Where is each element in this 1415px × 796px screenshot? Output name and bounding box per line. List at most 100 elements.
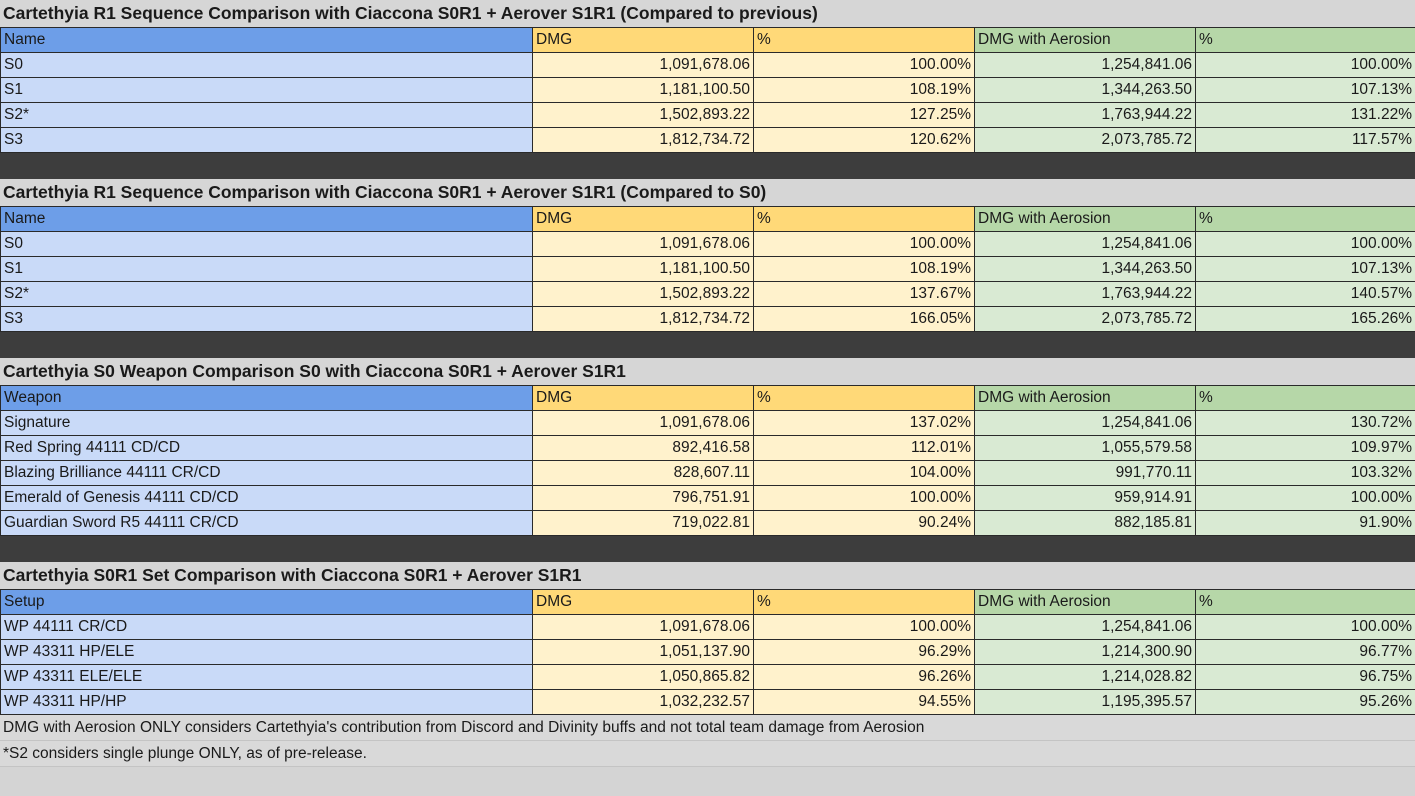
header-cell-pct-aerosion[interactable]: %	[1195, 589, 1415, 615]
table-title[interactable]: Cartethyia S0 Weapon Comparison S0 with …	[0, 358, 1415, 385]
cell-pct[interactable]: 96.26%	[753, 664, 975, 690]
cell-pct[interactable]: 108.19%	[753, 256, 975, 282]
cell-pct[interactable]: 137.67%	[753, 281, 975, 307]
empty-cell[interactable]	[1195, 152, 1415, 179]
cell-name[interactable]: S2*	[0, 102, 533, 128]
table-title[interactable]: Cartethyia S0R1 Set Comparison with Ciac…	[0, 562, 1415, 589]
empty-cell[interactable]	[1195, 535, 1415, 562]
header-cell-dmg-aerosion[interactable]: DMG with Aerosion	[974, 385, 1196, 411]
header-cell-dmg-aerosion[interactable]: DMG with Aerosion	[974, 589, 1196, 615]
cell-pct[interactable]: 90.24%	[753, 510, 975, 536]
cell-pct-aerosion[interactable]: 96.77%	[1195, 639, 1415, 665]
cell-dmg-aerosion[interactable]: 1,344,263.50	[974, 256, 1196, 282]
empty-cell[interactable]	[532, 535, 754, 562]
empty-cell[interactable]	[974, 331, 1196, 358]
cell-pct[interactable]: 104.00%	[753, 460, 975, 486]
cell-pct[interactable]: 120.62%	[753, 127, 975, 153]
cell-name[interactable]: WP 43311 HP/ELE	[0, 639, 533, 665]
cell-pct[interactable]: 166.05%	[753, 306, 975, 332]
empty-cell[interactable]	[532, 331, 754, 358]
cell-pct[interactable]: 137.02%	[753, 410, 975, 436]
header-cell-pct[interactable]: %	[753, 206, 975, 232]
cell-dmg[interactable]: 1,091,678.06	[532, 410, 754, 436]
header-cell-weapon[interactable]: Weapon	[0, 385, 533, 411]
cell-dmg-aerosion[interactable]: 2,073,785.72	[974, 306, 1196, 332]
cell-dmg-aerosion[interactable]: 1,254,841.06	[974, 52, 1196, 78]
empty-cell[interactable]	[0, 331, 533, 358]
cell-pct[interactable]: 94.55%	[753, 689, 975, 715]
header-cell-dmg-aerosion[interactable]: DMG with Aerosion	[974, 27, 1196, 53]
header-cell-pct[interactable]: %	[753, 385, 975, 411]
header-cell-dmg[interactable]: DMG	[532, 385, 754, 411]
empty-cell[interactable]	[974, 152, 1196, 179]
header-cell-pct-aerosion[interactable]: %	[1195, 385, 1415, 411]
cell-dmg-aerosion[interactable]: 1,254,841.06	[974, 410, 1196, 436]
footnote-s2[interactable]: *S2 considers single plunge ONLY, as of …	[0, 741, 1415, 767]
cell-pct-aerosion[interactable]: 107.13%	[1195, 256, 1415, 282]
cell-pct-aerosion[interactable]: 109.97%	[1195, 435, 1415, 461]
cell-pct-aerosion[interactable]: 103.32%	[1195, 460, 1415, 486]
table-title[interactable]: Cartethyia R1 Sequence Comparison with C…	[0, 179, 1415, 206]
header-cell-name[interactable]: Name	[0, 206, 533, 232]
table-title[interactable]: Cartethyia R1 Sequence Comparison with C…	[0, 0, 1415, 27]
cell-dmg-aerosion[interactable]: 991,770.11	[974, 460, 1196, 486]
cell-name[interactable]: S3	[0, 306, 533, 332]
cell-dmg[interactable]: 1,091,678.06	[532, 614, 754, 640]
header-cell-pct[interactable]: %	[753, 589, 975, 615]
cell-dmg[interactable]: 1,812,734.72	[532, 306, 754, 332]
header-cell-pct-aerosion[interactable]: %	[1195, 206, 1415, 232]
cell-pct-aerosion[interactable]: 165.26%	[1195, 306, 1415, 332]
header-cell-dmg[interactable]: DMG	[532, 27, 754, 53]
cell-dmg[interactable]: 892,416.58	[532, 435, 754, 461]
cell-dmg[interactable]: 1,812,734.72	[532, 127, 754, 153]
cell-dmg[interactable]: 719,022.81	[532, 510, 754, 536]
cell-name[interactable]: Signature	[0, 410, 533, 436]
cell-name[interactable]: Blazing Brilliance 44111 CR/CD	[0, 460, 533, 486]
cell-pct[interactable]: 108.19%	[753, 77, 975, 103]
cell-dmg[interactable]: 1,181,100.50	[532, 77, 754, 103]
cell-dmg[interactable]: 796,751.91	[532, 485, 754, 511]
footnote-aerosion[interactable]: DMG with Aerosion ONLY considers Carteth…	[0, 715, 1415, 741]
cell-dmg[interactable]: 1,032,232.57	[532, 689, 754, 715]
cell-pct[interactable]: 127.25%	[753, 102, 975, 128]
cell-pct[interactable]: 96.29%	[753, 639, 975, 665]
cell-name[interactable]: Red Spring 44111 CD/CD	[0, 435, 533, 461]
cell-dmg[interactable]: 828,607.11	[532, 460, 754, 486]
cell-pct[interactable]: 112.01%	[753, 435, 975, 461]
cell-pct[interactable]: 100.00%	[753, 52, 975, 78]
cell-name[interactable]: Guardian Sword R5 44111 CR/CD	[0, 510, 533, 536]
header-cell-dmg[interactable]: DMG	[532, 206, 754, 232]
cell-name[interactable]: WP 43311 ELE/ELE	[0, 664, 533, 690]
cell-dmg[interactable]: 1,502,893.22	[532, 281, 754, 307]
cell-dmg-aerosion[interactable]: 1,763,944.22	[974, 102, 1196, 128]
cell-dmg-aerosion[interactable]: 2,073,785.72	[974, 127, 1196, 153]
cell-name[interactable]: WP 43311 HP/HP	[0, 689, 533, 715]
cell-dmg-aerosion[interactable]: 1,254,841.06	[974, 614, 1196, 640]
cell-name[interactable]: S3	[0, 127, 533, 153]
cell-name[interactable]: S0	[0, 231, 533, 257]
cell-pct-aerosion[interactable]: 117.57%	[1195, 127, 1415, 153]
cell-dmg[interactable]: 1,091,678.06	[532, 231, 754, 257]
header-cell-name[interactable]: Name	[0, 27, 533, 53]
header-cell-pct[interactable]: %	[753, 27, 975, 53]
header-cell-pct-aerosion[interactable]: %	[1195, 27, 1415, 53]
cell-name[interactable]: S1	[0, 256, 533, 282]
cell-dmg-aerosion[interactable]: 882,185.81	[974, 510, 1196, 536]
cell-pct-aerosion[interactable]: 130.72%	[1195, 410, 1415, 436]
empty-cell[interactable]	[0, 535, 533, 562]
cell-pct[interactable]: 100.00%	[753, 614, 975, 640]
cell-pct-aerosion[interactable]: 95.26%	[1195, 689, 1415, 715]
cell-pct[interactable]: 100.00%	[753, 485, 975, 511]
cell-dmg-aerosion[interactable]: 1,344,263.50	[974, 77, 1196, 103]
header-cell-dmg[interactable]: DMG	[532, 589, 754, 615]
cell-dmg[interactable]: 1,051,137.90	[532, 639, 754, 665]
cell-pct-aerosion[interactable]: 100.00%	[1195, 614, 1415, 640]
cell-dmg[interactable]: 1,181,100.50	[532, 256, 754, 282]
cell-dmg[interactable]: 1,050,865.82	[532, 664, 754, 690]
header-cell-dmg-aerosion[interactable]: DMG with Aerosion	[974, 206, 1196, 232]
cell-dmg-aerosion[interactable]: 1,763,944.22	[974, 281, 1196, 307]
cell-dmg[interactable]: 1,502,893.22	[532, 102, 754, 128]
cell-dmg[interactable]: 1,091,678.06	[532, 52, 754, 78]
empty-cell[interactable]	[753, 152, 975, 179]
cell-dmg-aerosion[interactable]: 1,055,579.58	[974, 435, 1196, 461]
